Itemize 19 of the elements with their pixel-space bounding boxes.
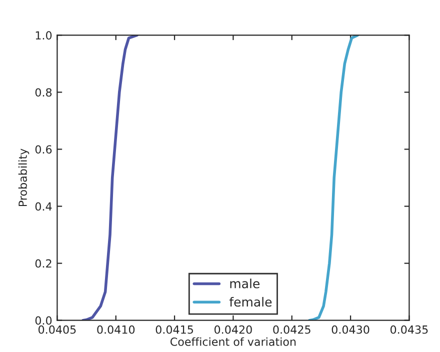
y-tick-label: 0.6	[35, 145, 52, 154]
legend-label: female	[229, 296, 272, 307]
y-axis-title: Probability	[18, 148, 30, 206]
legend-label: male	[230, 278, 260, 288]
y-tick-label: 0.8	[35, 88, 52, 97]
x-tick-label: 0.0405	[38, 325, 76, 334]
x-tick-label: 0.0435	[390, 325, 428, 334]
y-tick-label: 0.0	[35, 316, 52, 325]
y-tick-label: 0.4	[35, 202, 52, 211]
x-axis-title: Coefficient of variation	[170, 337, 296, 346]
line-series	[308, 35, 359, 320]
x-tick-label: 0.0410	[97, 325, 135, 334]
x-tick-label: 0.0430	[332, 325, 370, 334]
x-tick-label: 0.0425	[273, 325, 310, 334]
y-tick-label: 0.2	[35, 259, 52, 268]
y-tick-label: 1.0	[36, 31, 52, 40]
x-tick-label: 0.0420	[214, 325, 252, 334]
x-tick-label: 0.0415	[156, 325, 193, 334]
line-series	[82, 35, 138, 320]
